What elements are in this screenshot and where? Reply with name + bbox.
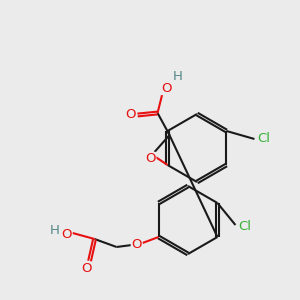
Text: Cl: Cl bbox=[238, 220, 251, 233]
Text: O: O bbox=[145, 152, 156, 166]
Text: O: O bbox=[81, 262, 92, 275]
Text: H: H bbox=[50, 224, 59, 238]
Text: H: H bbox=[172, 70, 182, 83]
Text: O: O bbox=[131, 238, 142, 251]
Text: O: O bbox=[161, 82, 172, 94]
Text: O: O bbox=[61, 227, 72, 241]
Text: Cl: Cl bbox=[257, 133, 270, 146]
Text: O: O bbox=[125, 109, 136, 122]
